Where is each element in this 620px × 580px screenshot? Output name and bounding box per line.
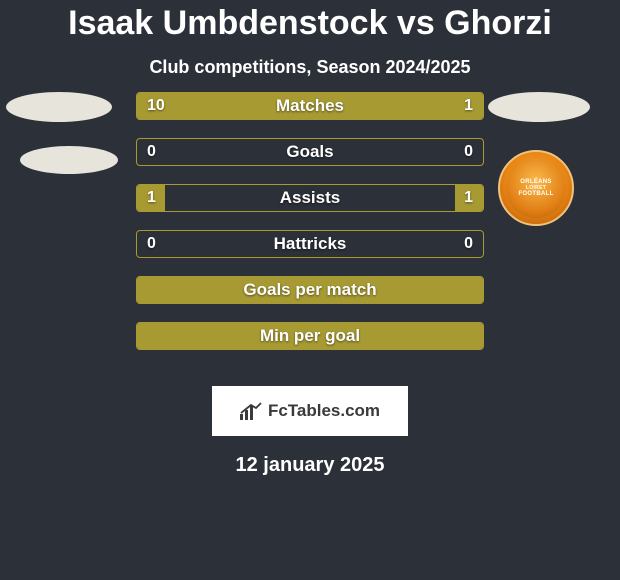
bar-hattricks: 0 Hattricks 0 (136, 230, 484, 258)
bar-matches-right-value: 1 (464, 97, 473, 115)
left-marker-bottom (20, 146, 118, 174)
bar-assists-label: Assists (137, 188, 483, 208)
bar-hattricks-right-value: 0 (464, 235, 473, 253)
generation-date: 12 january 2025 (0, 454, 620, 477)
bar-assists-right-value: 1 (464, 189, 473, 207)
bar-mpg-label: Min per goal (137, 326, 483, 346)
subtitle: Club competitions, Season 2024/2025 (0, 57, 620, 78)
bar-min-per-goal: Min per goal (136, 322, 484, 350)
fctables-logo-icon (240, 402, 262, 420)
bar-assists: 1 Assists 1 (136, 184, 484, 212)
footer-attribution: FcTables.com (212, 386, 408, 436)
bar-gpm-label: Goals per match (137, 280, 483, 300)
comparison-infographic: Isaak Umbdenstock vs Ghorzi Club competi… (0, 0, 620, 580)
left-marker-top (6, 92, 112, 122)
page-title: Isaak Umbdenstock vs Ghorzi (0, 4, 620, 43)
bar-matches-label: Matches (137, 96, 483, 116)
badge-text-bottom: FOOTBALL (518, 191, 553, 197)
bar-goals-right-value: 0 (464, 143, 473, 161)
stats-area: ORLÉANS LOIRET FOOTBALL 10 Matches 1 0 G… (0, 106, 620, 376)
bar-goals-label: Goals (137, 142, 483, 162)
bar-goals-per-match: Goals per match (136, 276, 484, 304)
right-club-badge: ORLÉANS LOIRET FOOTBALL (498, 150, 574, 226)
right-marker-top (488, 92, 590, 122)
bar-hattricks-label: Hattricks (137, 234, 483, 254)
footer-label: FcTables.com (268, 401, 380, 421)
bars-column: 10 Matches 1 0 Goals 0 1 Assists 1 (136, 92, 484, 368)
badge-inner: ORLÉANS LOIRET FOOTBALL (506, 158, 566, 218)
bar-goals: 0 Goals 0 (136, 138, 484, 166)
bar-matches: 10 Matches 1 (136, 92, 484, 120)
